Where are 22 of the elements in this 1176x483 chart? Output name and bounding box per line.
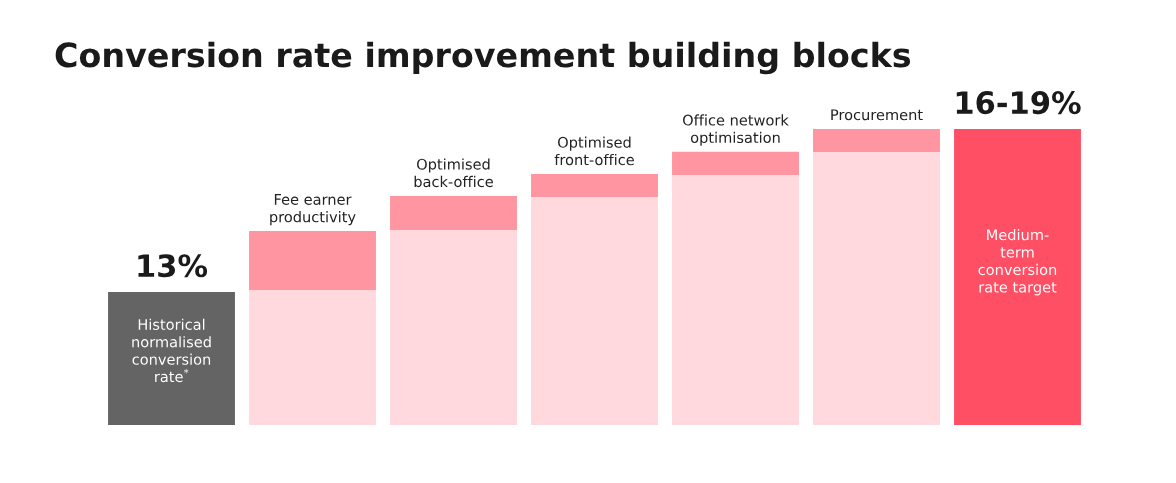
bar	[390, 195, 517, 230]
bar	[531, 197, 658, 425]
x-tick-label: Medium- term conversion rate target	[978, 228, 1057, 296]
bar	[390, 229, 517, 425]
annotation: 13%	[138, 254, 208, 278]
bar	[531, 173, 658, 198]
bar	[108, 292, 235, 425]
bar	[249, 290, 376, 425]
bar	[813, 129, 940, 153]
x-tick-label: Historical normalised conversion rate$^{*}$	[132, 318, 211, 383]
x-tick-label: Optimised front-office	[554, 136, 634, 166]
bar	[249, 231, 376, 291]
annotation: 16-19%	[956, 91, 1081, 115]
x-tick-label: Office network optimisation	[682, 114, 789, 146]
x-tick-label: Optimised back-office	[414, 158, 493, 188]
chart-title: Conversion rate improvement building blocks	[55, 41, 911, 75]
bar	[672, 174, 799, 425]
bar	[954, 129, 1081, 425]
x-tick-label: Fee earner productivity	[270, 194, 356, 226]
x-tick-label: Procurement	[831, 109, 923, 121]
bar	[672, 151, 799, 175]
bar	[813, 152, 940, 425]
